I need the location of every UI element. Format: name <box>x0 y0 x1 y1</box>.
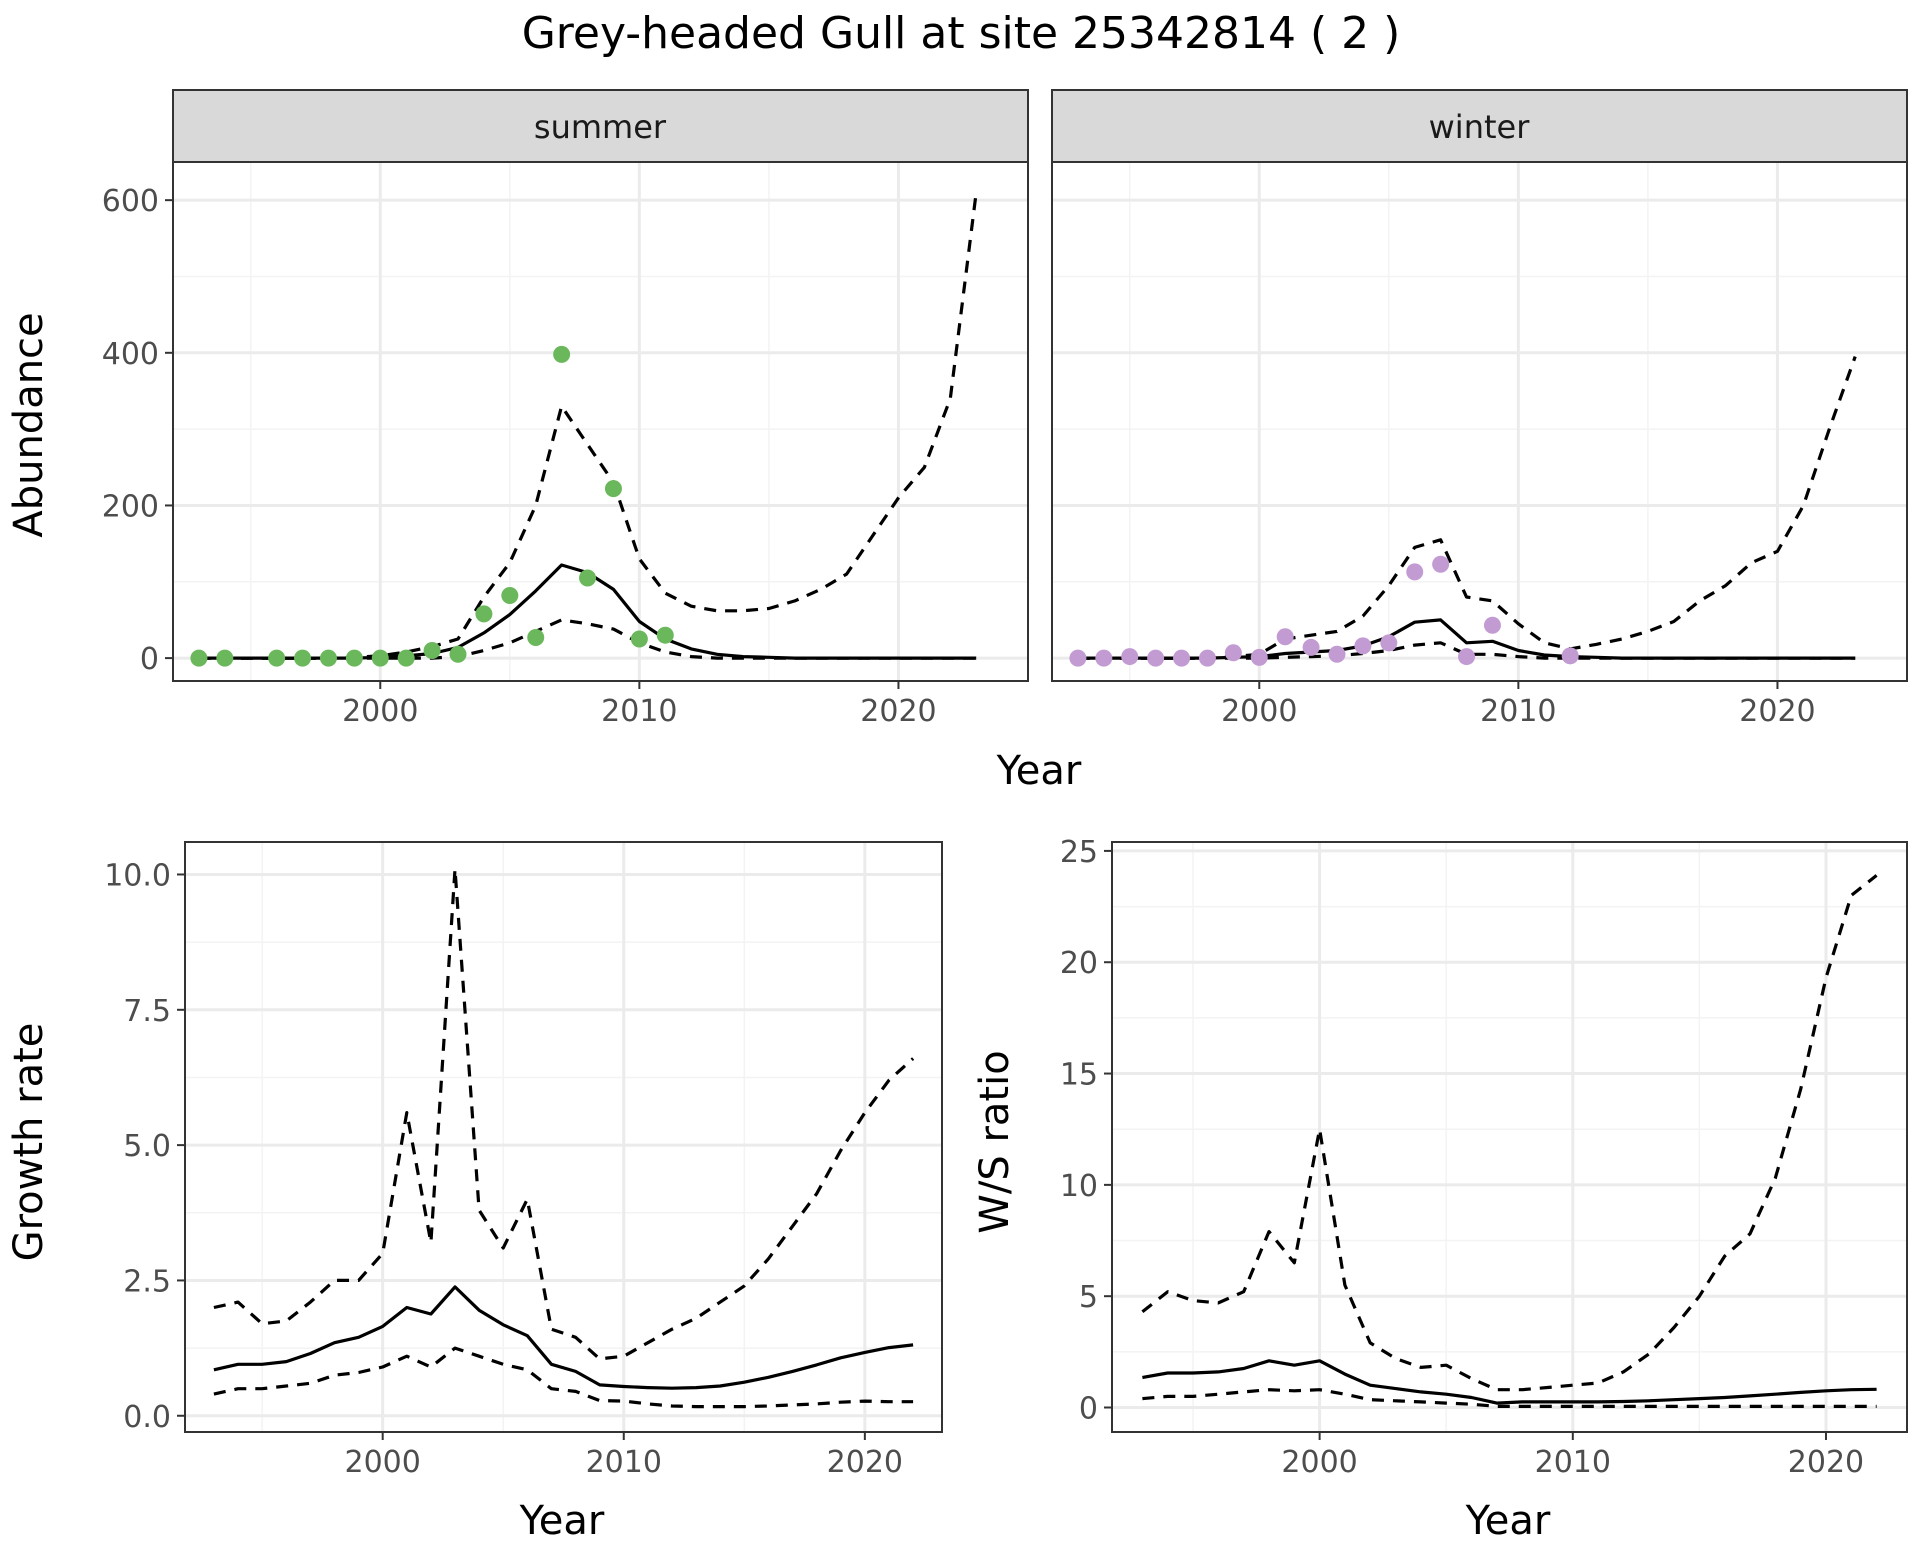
winter-observation-point <box>1198 649 1216 667</box>
ratio-x-axis-label: Year <box>1465 1498 1551 1544</box>
ratio-y-tick-label: 15 <box>1060 1058 1098 1093</box>
winter-panel-background <box>1052 162 1907 681</box>
strip-summer-background <box>172 89 1029 163</box>
summer-panel-background <box>173 162 1028 681</box>
growth-x-tick-label: 2020 <box>827 1445 903 1480</box>
winter-observation-point <box>1432 555 1450 573</box>
summer-observation-point <box>216 649 234 667</box>
summer-y-tick-label: 0 <box>140 642 159 677</box>
ratio-y-tick-label: 20 <box>1060 946 1098 981</box>
ratio-x-tick-label: 2020 <box>1788 1445 1864 1480</box>
summer-observation-point <box>268 649 286 667</box>
strip-winter-background <box>1051 89 1908 163</box>
growth-y-tick-label: 2.5 <box>123 1264 171 1299</box>
winter-x-tick-label: 2000 <box>1221 694 1297 729</box>
ratio-x-tick-label: 2010 <box>1535 1445 1611 1480</box>
winter-observation-point <box>1380 634 1398 652</box>
ratio-x-tick-label: 2000 <box>1281 1445 1357 1480</box>
summer-observation-point <box>604 480 622 498</box>
ratio-estimate-line <box>1142 1359 1877 1405</box>
winter-panel: 2000 2010 2020 <box>1051 161 1908 729</box>
winter-observation-point <box>1173 649 1191 667</box>
summer-x-tick-label: 2000 <box>342 694 418 729</box>
winter-observation-point <box>1095 649 1113 667</box>
summer-observation-point <box>190 649 208 667</box>
summer-observation-point <box>656 626 674 644</box>
abundance-chart: Abundance Year summer 2000 2010 2020 0 200 40… <box>6 89 1908 794</box>
summer-y-tick-label: 400 <box>102 337 159 372</box>
ratio-ci-bound-line-2 <box>1142 1388 1877 1408</box>
ratio-panel-background <box>1112 842 1907 1432</box>
abundance-y-axis-label: Abundance <box>6 312 52 537</box>
winter-observation-point <box>1406 563 1424 581</box>
summer-y-tick-label: 600 <box>102 184 159 219</box>
winter-observation-point <box>1328 645 1346 663</box>
ws-ratio-chart: W/S ratio Year 2000 2010 2020 0 5 10 15 20 25 <box>972 835 1908 1544</box>
winter-x-tick-label: 2020 <box>1739 694 1815 729</box>
winter-x-tick-label: 2010 <box>1480 694 1556 729</box>
summer-observation-point <box>397 649 415 667</box>
growth-y-tick-label: 5.0 <box>123 1129 171 1164</box>
growth-y-tick-label: 0.0 <box>123 1400 171 1435</box>
summer-observation-point <box>527 628 545 646</box>
growth-x-axis-label: Year <box>519 1498 605 1544</box>
summer-observation-point <box>475 605 493 623</box>
winter-observation-point <box>1483 616 1501 634</box>
summer-observation-point <box>579 569 597 587</box>
strip-summer-label: summer <box>534 108 667 146</box>
summer-observation-point <box>449 645 467 663</box>
growth-ci-bound-line-1 <box>213 867 915 1361</box>
strip-winter-label: winter <box>1429 108 1531 146</box>
growth-x-tick-label: 2000 <box>345 1445 421 1480</box>
summer-observation-point <box>553 345 571 363</box>
summer-x-tick-label: 2020 <box>860 694 936 729</box>
summer-observation-point <box>294 649 312 667</box>
growth-panel-background <box>185 842 942 1432</box>
winter-observation-point <box>1147 649 1165 667</box>
winter-observation-point <box>1069 649 1087 667</box>
winter-observation-point <box>1276 628 1294 646</box>
growth-panel-border <box>184 841 943 1433</box>
growth-panel: 2000 2010 2020 0.0 2.5 5.0 7.5 10.0 <box>104 841 943 1480</box>
ratio-y-tick-label: 5 <box>1079 1280 1098 1315</box>
growth-estimate-line <box>213 1285 914 1390</box>
winter-observation-point <box>1224 644 1242 662</box>
ratio-panel: 2000 2010 2020 0 5 10 15 20 25 <box>1060 835 1908 1480</box>
summer-x-tick-label: 2010 <box>601 694 677 729</box>
facet-winter: winter 2000 2010 2020 <box>1051 89 1908 729</box>
winter-observation-point <box>1250 648 1268 666</box>
ratio-y-tick-label: 25 <box>1060 835 1098 870</box>
ratio-y-tick-label: 10 <box>1060 1169 1098 1204</box>
summer-panel: 2000 2010 2020 0 200 400 600 <box>102 161 1029 729</box>
summer-y-tick-label: 200 <box>102 489 159 524</box>
summer-panel-border <box>172 161 1029 682</box>
winter-observation-point <box>1302 638 1320 656</box>
growth-y-tick-label: 10.0 <box>104 858 171 893</box>
facet-summer: summer 2000 2010 2020 0 200 400 600 <box>102 89 1029 729</box>
summer-observation-point <box>345 649 363 667</box>
ratio-panel-border <box>1111 841 1908 1433</box>
summer-observation-point <box>423 641 441 659</box>
ratio-ci-bound-line-1 <box>1141 874 1878 1392</box>
growth-x-tick-label: 2010 <box>586 1445 662 1480</box>
ratio-y-tick-label: 0 <box>1079 1392 1098 1427</box>
summer-observation-point <box>371 649 389 667</box>
winter-observation-point <box>1458 648 1476 666</box>
growth-y-axis-label: Growth rate <box>6 1023 52 1262</box>
winter-panel-border <box>1051 161 1908 682</box>
figure-title: Grey-headed Gull at site 25342814 ( 2 ) <box>522 8 1401 59</box>
ratio-y-axis-label: W/S ratio <box>972 1050 1018 1233</box>
growth-rate-chart: Growth rate Year 2000 2010 2020 0.0 2.5 5.0 7.… <box>6 841 943 1544</box>
winter-observation-point <box>1121 648 1139 666</box>
summer-observation-point <box>630 630 648 648</box>
growth-y-tick-label: 7.5 <box>123 994 171 1029</box>
winter-observation-point <box>1354 637 1372 655</box>
winter-observation-point <box>1561 647 1579 665</box>
abundance-x-axis-label: Year <box>996 748 1082 794</box>
summer-observation-point <box>319 649 337 667</box>
summer-observation-point <box>501 587 519 605</box>
